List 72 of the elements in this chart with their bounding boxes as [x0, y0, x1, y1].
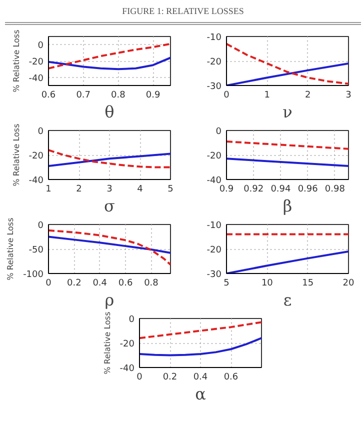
line-series	[140, 337, 262, 356]
x-tick-label: 0.9	[146, 90, 160, 100]
y-tick-label: -40	[28, 74, 44, 84]
x-tick-label: 0.6	[41, 90, 56, 100]
x-tick-label: 1	[264, 90, 270, 100]
y-axis-title: % Relative Loss	[12, 124, 21, 186]
x-tick-label: 0	[136, 372, 143, 382]
x-tick-label: 0.94	[270, 184, 292, 194]
chart-title: FIGURE 1: RELATIVE LOSSES	[122, 5, 244, 18]
x-axis-title: θ	[104, 102, 114, 122]
x-tick-label: 15	[302, 278, 314, 288]
x-tick-label: 2	[76, 184, 82, 194]
x-tick-label: 10	[261, 278, 274, 288]
x-tick-label: 0.4	[193, 372, 208, 382]
x-axis-title: β	[282, 196, 292, 216]
y-tick-label: -30	[206, 270, 222, 280]
x-tick-label: 0.2	[162, 372, 178, 382]
y-tick-label: -20	[206, 58, 222, 68]
y-tick-label: -40	[206, 176, 222, 186]
x-tick-label: 0.6	[118, 278, 133, 288]
line-series	[48, 236, 170, 254]
x-tick-label: 0.98	[324, 184, 346, 194]
x-tick-label: 3	[346, 90, 352, 100]
x-tick-label: 0.8	[111, 90, 126, 100]
y-axis-title: % Relative Loss	[12, 30, 21, 92]
y-tick-label: 0	[216, 127, 222, 137]
y-tick-label: -20	[120, 340, 135, 350]
x-tick-label: 0.6	[224, 372, 238, 382]
y-tick-label: -100	[23, 270, 44, 280]
y-tick-label: -50	[28, 246, 44, 256]
y-tick-label: -20	[206, 152, 222, 162]
x-tick-label: 0.8	[144, 278, 159, 288]
x-tick-label: 0	[224, 90, 230, 100]
x-tick-label: 2	[304, 90, 311, 100]
x-tick-label: 0.92	[244, 184, 264, 194]
x-tick-label: 0.4	[92, 278, 108, 288]
x-tick-label: 0.7	[76, 90, 91, 100]
y-tick-label: -30	[206, 82, 222, 92]
x-tick-label: 4	[137, 184, 144, 194]
x-tick-label: 20	[342, 278, 354, 288]
x-axis-title: ν	[282, 102, 292, 122]
line-series	[48, 42, 170, 70]
y-tick-label: -40	[28, 176, 44, 186]
line-series	[140, 321, 262, 340]
x-axis-title: ε	[283, 290, 292, 310]
x-axis-title: σ	[104, 196, 116, 216]
line-series	[48, 229, 170, 266]
y-tick-label: -40	[120, 364, 135, 374]
x-axis-title: α	[195, 384, 206, 404]
x-tick-label: 1	[46, 184, 52, 194]
line-series	[48, 56, 170, 70]
y-tick-label: 0	[128, 315, 135, 325]
x-axis-title: ρ	[104, 290, 114, 310]
y-tick-label: -20	[206, 246, 222, 256]
x-tick-label: 0	[46, 278, 52, 288]
y-tick-label: 0	[38, 127, 44, 137]
y-axis-title: % Relative Loss	[102, 312, 112, 374]
y-tick-label: -10	[206, 221, 222, 231]
line-series	[48, 152, 170, 168]
x-tick-label: 0.2	[67, 278, 82, 288]
x-tick-label: 3	[106, 184, 112, 194]
y-axis-title: % Relative Loss	[6, 218, 16, 280]
y-tick-label: -20	[28, 152, 44, 162]
x-tick-label: 5	[224, 278, 230, 288]
y-tick-label: -10	[206, 33, 222, 43]
y-tick-label: 0	[38, 221, 44, 231]
y-tick-label: 0	[38, 41, 44, 52]
x-tick-label: 0.9	[219, 184, 234, 194]
x-tick-label: 5	[168, 184, 174, 194]
x-tick-label: 0.96	[298, 184, 318, 194]
y-tick-label: -20	[28, 58, 44, 68]
line-series	[48, 149, 170, 168]
